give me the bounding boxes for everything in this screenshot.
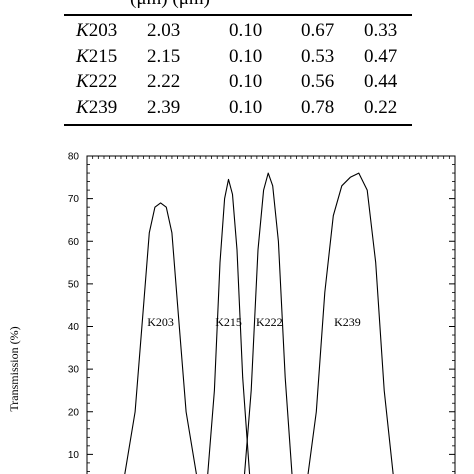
- table-cell-c1: 2.03: [147, 20, 181, 41]
- peak-label-k215: K215: [215, 315, 242, 329]
- table-cell-c3: 0.56: [301, 71, 335, 92]
- table-cell-c2: 0.10: [229, 96, 263, 118]
- y-tick-label: 10: [68, 450, 80, 461]
- table-cell-c2: 0.10: [229, 20, 263, 41]
- table-cell-c3: 0.78: [301, 96, 335, 118]
- chart-axes: 10 20 30 40 50 60 70 80: [68, 152, 456, 474]
- table-cell-c4: 0.44: [364, 71, 398, 92]
- y-tick-label: 50: [68, 279, 80, 290]
- table-cell-c1: 2.22: [147, 71, 181, 92]
- series-line-k203: [124, 202, 197, 474]
- table-cell-c4: 0.33: [364, 20, 398, 41]
- table-cell-c1: 2.15: [147, 45, 181, 67]
- table-cell-filter: K239: [76, 96, 118, 118]
- y-tick-label: 40: [68, 322, 80, 333]
- table-bottom-rule: [64, 124, 412, 126]
- table-header-fragment: (μm) (μm): [130, 0, 210, 10]
- table-cell-c2: 0.10: [229, 45, 263, 67]
- series-line-k215: [207, 178, 251, 474]
- table-cell-c2: 0.10: [229, 71, 263, 92]
- series-line-k239: [307, 172, 394, 474]
- table-cell-c3: 0.67: [301, 20, 335, 41]
- series-line-k222: [243, 172, 293, 474]
- y-tick-label: 20: [68, 407, 80, 418]
- table-top-rule: [64, 14, 412, 16]
- chart-series: [124, 172, 394, 474]
- table-cell-filter: K215: [76, 45, 118, 67]
- y-tick-label: 30: [68, 365, 80, 376]
- peak-label-k203: K203: [147, 315, 174, 329]
- table-cell-filter: K203: [76, 20, 118, 41]
- filter-table-region: (μm) (μm) K203 2.03 0.10 0.67 0.33 K215 2.15 0.…: [64, 0, 412, 128]
- table-cell-c4: 0.22: [364, 96, 398, 118]
- table-cell-c4: 0.47: [364, 45, 398, 67]
- y-tick-label: 60: [68, 237, 80, 248]
- y-tick-label: 80: [68, 152, 80, 163]
- y-tick-label: 70: [68, 194, 80, 205]
- chart-labels: K203 K215 K222 K239: [147, 315, 361, 329]
- peak-label-k239: K239: [334, 315, 361, 329]
- y-axis-title: Transmission (%): [7, 326, 21, 411]
- peak-label-k222: K222: [256, 315, 283, 329]
- table-cell-c1: 2.39: [147, 96, 181, 118]
- table-cell-filter: K222: [76, 71, 118, 92]
- filter-table: K203 2.03 0.10 0.67 0.33 K215 2.15 0.10 0.53 0.47…: [64, 0, 412, 128]
- table-cell-c3: 0.53: [301, 45, 335, 67]
